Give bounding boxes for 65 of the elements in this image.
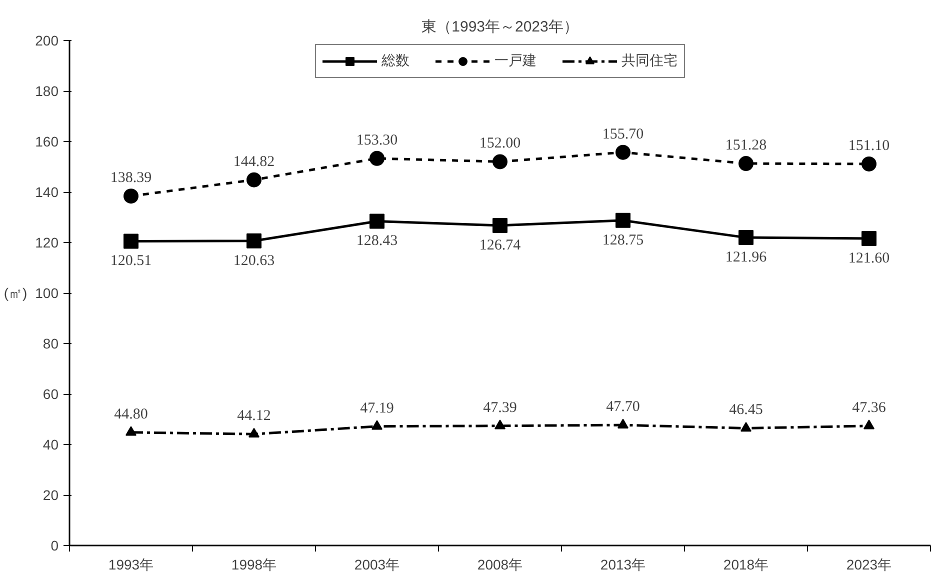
y-tick-label: 160 (35, 134, 59, 150)
y-tick-label: 20 (42, 487, 59, 503)
point (492, 218, 508, 233)
data-label: 47.70 (606, 399, 640, 416)
point (372, 420, 382, 430)
y-tick-label: 180 (35, 83, 59, 99)
data-label: 47.19 (360, 400, 394, 416)
x-tick-label: 2003年 (354, 556, 400, 572)
point (248, 428, 260, 438)
data-label: 128.75 (602, 232, 644, 248)
data-label: 120.63 (233, 252, 275, 269)
legend-label: 一戸建 (494, 52, 536, 70)
y-tick-label: 80 (42, 336, 59, 352)
point (864, 420, 874, 430)
data-label: 121.96 (725, 250, 768, 266)
point (494, 420, 506, 430)
point (126, 426, 136, 436)
data-label: 128.43 (356, 233, 398, 250)
legend-label: 総数 (382, 52, 410, 70)
point (124, 234, 138, 249)
x-tick-label: 2008年 (477, 556, 523, 572)
y-axis-title: (㎡) (4, 285, 28, 301)
x-tick-label: 2013年 (600, 556, 646, 572)
data-label: 120.51 (110, 253, 152, 270)
data-label: 155.70 (602, 126, 644, 142)
point (370, 150, 384, 166)
y-tick-label: 40 (42, 436, 59, 452)
chart-title: 東（1993年～2023年） (422, 18, 578, 36)
y-tick-label: 200 (35, 32, 59, 48)
y-tick-label: 0 (50, 538, 59, 554)
y-tick-label: 100 (35, 285, 59, 301)
y-tick-label: 140 (35, 184, 59, 200)
point (492, 154, 508, 170)
point (124, 188, 138, 204)
data-label: 44.12 (237, 408, 271, 424)
point (246, 233, 262, 248)
data-label: 153.30 (356, 132, 398, 148)
point (370, 214, 384, 229)
point (618, 418, 628, 428)
point (616, 144, 630, 160)
data-label: 46.45 (729, 402, 763, 418)
data-label: 152.00 (479, 136, 521, 152)
point (738, 230, 754, 246)
x-tick-label: 2023年 (846, 556, 892, 572)
legend-label: 共同住宅 (622, 52, 678, 70)
point (740, 422, 752, 432)
data-label: 144.82 (233, 154, 275, 170)
data-label: 44.80 (114, 406, 148, 422)
y-tick-label: 60 (42, 386, 59, 402)
data-label: 47.36 (852, 400, 886, 416)
data-label: 126.74 (479, 237, 522, 254)
data-label: 47.39 (483, 400, 517, 416)
point (246, 172, 262, 188)
data-label: 138.39 (110, 170, 152, 186)
data-label: 151.10 (848, 138, 890, 154)
x-tick-label: 2018年 (723, 556, 769, 572)
data-label: 121.60 (848, 250, 890, 266)
data-label: 151.28 (725, 138, 767, 154)
point (738, 156, 754, 172)
x-tick-label: 1993年 (108, 556, 154, 572)
point (616, 212, 630, 228)
x-tick-label: 1998年 (231, 556, 277, 572)
point (862, 156, 876, 172)
y-tick-label: 120 (35, 234, 59, 250)
point (862, 230, 876, 246)
